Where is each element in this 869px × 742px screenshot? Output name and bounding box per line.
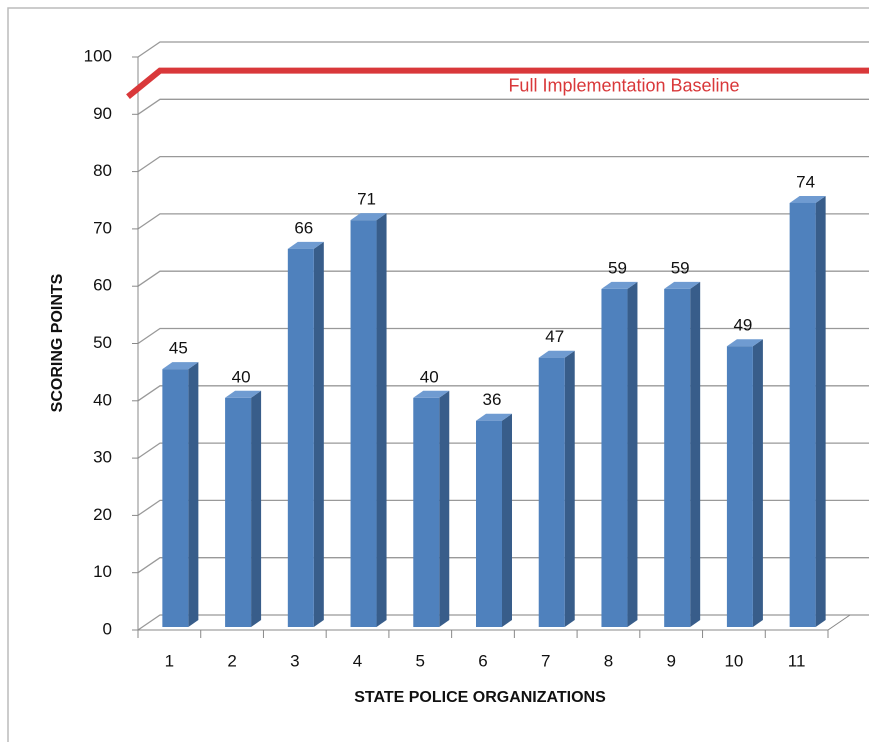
bar xyxy=(476,420,502,627)
y-tick-label: 0 xyxy=(103,619,112,638)
x-tick-label: 4 xyxy=(353,651,362,670)
x-tick-label: 9 xyxy=(666,651,675,670)
bar-side xyxy=(752,339,763,627)
data-label: 47 xyxy=(545,327,564,346)
x-tick-label: 11 xyxy=(788,651,806,670)
x-tick-label: 7 xyxy=(541,651,550,670)
bar-side xyxy=(690,281,701,627)
y-tick-label: 90 xyxy=(93,104,112,123)
grid-line xyxy=(137,270,869,287)
data-label: 40 xyxy=(232,367,251,386)
y-tick-label: 50 xyxy=(93,333,112,352)
bar xyxy=(601,288,628,627)
bar xyxy=(789,202,816,628)
grid-line xyxy=(137,155,869,173)
y-tick-label: 20 xyxy=(93,505,112,524)
data-label: 66 xyxy=(294,218,313,237)
bar xyxy=(538,357,565,627)
bar-top xyxy=(664,281,701,289)
bar xyxy=(664,288,691,627)
data-label: 45 xyxy=(169,339,188,358)
bar-side xyxy=(188,362,199,627)
y-tick-label: 40 xyxy=(93,390,112,409)
x-tick-label: 2 xyxy=(227,651,236,670)
bar-side xyxy=(627,281,638,627)
x-tick-label: 6 xyxy=(478,651,487,670)
bar-top xyxy=(287,241,324,249)
bar-side xyxy=(815,195,826,628)
y-tick-label: 100 xyxy=(84,46,112,65)
y-tick-label: 80 xyxy=(93,161,112,180)
baseline-label: Full Implementation Baseline xyxy=(508,75,739,95)
data-label: 59 xyxy=(671,258,690,277)
bar-side xyxy=(376,213,387,628)
x-axis-title: STATE POLICE ORGANIZATIONS xyxy=(354,689,606,706)
bar-side xyxy=(313,241,324,627)
bar-side xyxy=(439,390,450,627)
bar-top xyxy=(726,339,763,347)
bar-top xyxy=(413,390,450,398)
data-label: 49 xyxy=(733,316,752,335)
grid-line xyxy=(137,213,869,230)
y-axis-title: SCORING POINTS xyxy=(49,273,66,412)
baseline-line xyxy=(126,67,869,99)
x-tick-label: 8 xyxy=(604,651,613,670)
y-tick-label: 10 xyxy=(93,562,112,581)
bar-top xyxy=(538,350,575,358)
x-tick-label: 5 xyxy=(416,651,425,670)
x-tick-label: 3 xyxy=(290,651,299,670)
grid-line xyxy=(137,98,869,115)
y-tick-label: 60 xyxy=(93,276,112,295)
grid-line xyxy=(137,41,869,58)
bar-top xyxy=(225,390,262,398)
bar-top xyxy=(789,195,826,203)
data-label: 36 xyxy=(483,390,502,409)
bar-top xyxy=(350,213,387,221)
y-tick-label: 70 xyxy=(93,218,112,237)
bar xyxy=(726,346,753,627)
bar-top xyxy=(476,413,512,421)
bar xyxy=(413,397,440,627)
bar-top xyxy=(601,281,638,289)
bar xyxy=(162,369,189,627)
bar-side xyxy=(564,350,575,627)
bar xyxy=(350,220,377,628)
bar-side xyxy=(251,390,262,627)
bar xyxy=(225,397,252,627)
y-tick-label: 30 xyxy=(93,448,112,467)
bar xyxy=(287,248,314,627)
x-tick-label: 10 xyxy=(724,651,743,670)
x-tick-label: 1 xyxy=(165,651,174,670)
data-label: 59 xyxy=(608,258,627,277)
data-label: 40 xyxy=(420,367,439,386)
bar-side xyxy=(502,413,512,627)
bar-top xyxy=(162,362,199,370)
data-label: 74 xyxy=(796,172,815,191)
data-label: 71 xyxy=(357,190,376,209)
